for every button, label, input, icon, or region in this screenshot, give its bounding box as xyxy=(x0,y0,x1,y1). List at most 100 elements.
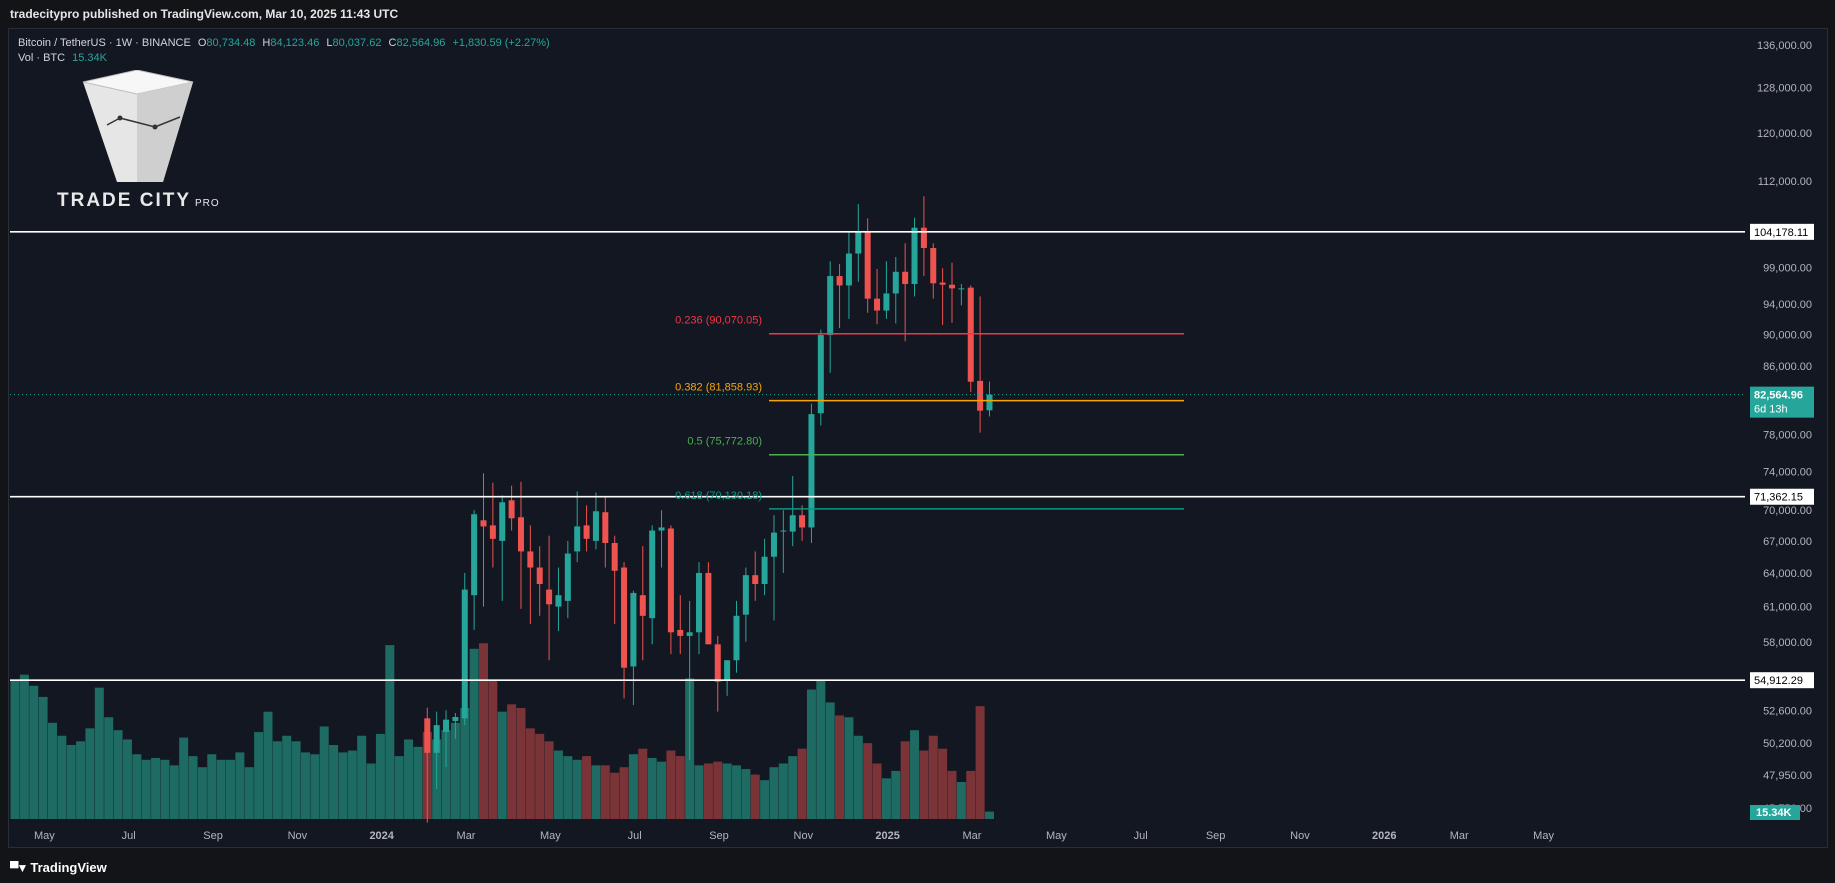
volume-bar xyxy=(404,739,414,819)
brand-name: TRADE CITY PRO xyxy=(57,190,220,211)
symbol-title[interactable]: Bitcoin / TetherUS · 1W · BINANCE xyxy=(18,37,191,49)
candle-body xyxy=(836,276,843,286)
volume-bar xyxy=(441,730,451,819)
volume-bar xyxy=(10,680,20,819)
volume-bar xyxy=(375,733,385,819)
volume-title[interactable]: Vol · BTC xyxy=(18,52,66,64)
candle-body xyxy=(855,231,862,254)
y-axis-tick-label: 61,000.00 xyxy=(1763,602,1812,614)
volume-bar xyxy=(835,715,845,819)
candle-body xyxy=(949,284,955,289)
candle-body xyxy=(724,660,731,681)
volume-bar xyxy=(169,765,179,819)
candle-body xyxy=(696,572,703,633)
volume-bar xyxy=(197,767,207,819)
volume-bar xyxy=(919,750,929,819)
x-axis-tick-label: Mar xyxy=(1450,830,1469,842)
level-price-label: 71,362.15 xyxy=(1754,492,1803,504)
x-axis-tick-label: Mar xyxy=(457,830,476,842)
low-value: 80,037.62 xyxy=(332,37,382,49)
last-price-label: 82,564.96 xyxy=(1754,390,1803,402)
ohlc-row: Bitcoin / TetherUS · 1W · BINANCE O80,73… xyxy=(18,37,550,49)
x-axis-tick-label: May xyxy=(1533,830,1554,842)
candle-body xyxy=(527,551,534,568)
y-axis-tick-label: 78,000.00 xyxy=(1763,429,1812,441)
candle-body xyxy=(892,271,899,294)
volume-bar xyxy=(479,643,488,819)
candle-body xyxy=(874,298,881,311)
y-axis-tick-label: 47,950.00 xyxy=(1763,770,1812,782)
volume-bar xyxy=(769,767,779,819)
x-axis-tick-label: Jul xyxy=(122,830,136,842)
volume-bar xyxy=(938,748,948,819)
y-axis-tick-label: 70,000.00 xyxy=(1763,505,1812,517)
volume-bar xyxy=(722,763,732,819)
candle-body xyxy=(977,380,984,411)
y-axis-tick-label: 112,000.00 xyxy=(1758,176,1812,188)
volume-bar xyxy=(544,741,554,819)
volume-bar xyxy=(825,702,835,819)
candle-body xyxy=(574,526,581,552)
volume-bar xyxy=(806,689,816,819)
x-axis-tick-label: Nov xyxy=(794,830,814,842)
volume-bar xyxy=(872,763,882,819)
y-axis-tick-label: 99,000.00 xyxy=(1763,263,1812,275)
candle-body xyxy=(471,514,478,596)
volume-bar xyxy=(657,761,667,819)
candle-body xyxy=(967,287,974,382)
y-axis-tick-label: 90,000.00 xyxy=(1763,329,1812,341)
volume-bar xyxy=(497,711,507,819)
candle-body xyxy=(611,542,618,571)
volume-bar xyxy=(347,750,357,819)
volume-bar xyxy=(778,763,788,819)
candle-body xyxy=(536,567,543,584)
candle-body xyxy=(480,520,487,527)
candle-body xyxy=(424,718,431,753)
volume-bar xyxy=(141,759,151,819)
volume-bar xyxy=(910,730,920,819)
y-axis-tick-label: 64,000.00 xyxy=(1763,568,1812,580)
x-axis-tick-label: May xyxy=(540,830,561,842)
tradingview-logo[interactable]: ▀▼ TradingView xyxy=(10,860,107,875)
volume-bar xyxy=(741,769,751,819)
volume-bar xyxy=(263,711,273,819)
volume-bar xyxy=(553,750,563,819)
x-axis-tick-label: May xyxy=(34,830,55,842)
chart-frame[interactable] xyxy=(8,28,1828,848)
candle-body xyxy=(714,644,721,682)
y-axis-tick-label: 136,000.00 xyxy=(1757,40,1812,52)
x-axis-tick-label: Jul xyxy=(628,830,642,842)
volume-bar xyxy=(310,754,320,819)
volume-bar xyxy=(385,645,395,819)
candle-body xyxy=(883,293,890,311)
volume-bar xyxy=(797,748,807,819)
fib-level-label: 0.5 (75,772.80) xyxy=(687,436,762,448)
candle-body xyxy=(733,615,740,661)
x-axis-tick-label: Mar xyxy=(963,830,982,842)
candle-body xyxy=(621,567,628,668)
candle-body xyxy=(789,515,796,532)
volume-bar xyxy=(535,733,545,819)
y-axis-tick-label: 86,000.00 xyxy=(1763,361,1812,373)
level-price-tag xyxy=(1750,488,1814,505)
candle-body xyxy=(443,719,450,732)
y-axis-tick-label: 120,000.00 xyxy=(1757,128,1812,140)
candle-body xyxy=(649,530,656,619)
x-axis-tick-label: Nov xyxy=(288,830,308,842)
candle-body xyxy=(583,525,590,539)
candle-body xyxy=(742,575,749,615)
x-axis-tick-label: 2024 xyxy=(369,830,394,842)
volume-bar xyxy=(966,770,976,819)
trade-city-logo xyxy=(82,70,194,182)
volume-bar xyxy=(638,748,648,819)
volume-bar xyxy=(413,746,423,819)
candle-body xyxy=(658,527,665,531)
candle-body xyxy=(864,231,871,299)
volume-bar xyxy=(816,680,826,819)
volume-bar xyxy=(357,735,367,819)
candle-body xyxy=(780,530,787,532)
close-value: 82,564.96 xyxy=(396,37,446,49)
x-axis-tick-label: Nov xyxy=(1290,830,1310,842)
volume-bar xyxy=(713,761,723,819)
